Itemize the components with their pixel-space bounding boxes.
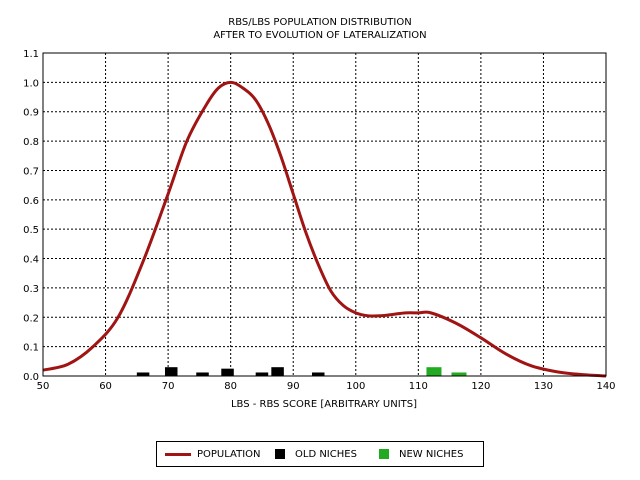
old-niche-bar bbox=[271, 367, 284, 376]
old-niche-bar bbox=[164, 367, 178, 376]
legend-label-population: POPULATION bbox=[197, 448, 261, 460]
legend-swatch-old-niches bbox=[275, 449, 285, 459]
y-tick-label: 1.1 bbox=[23, 49, 39, 60]
axis-ticks: 50 60 70 80 90 100 110 120 130 140 0.0 0.1 0.2 0.3 0.4… bbox=[23, 49, 615, 392]
x-tick-label: 100 bbox=[346, 381, 365, 392]
y-tick-label: 0.4 bbox=[23, 255, 39, 266]
legend-label-new-niches: NEW NICHES bbox=[399, 448, 464, 460]
y-tick-label: 0.9 bbox=[23, 108, 39, 119]
y-tick-label: 0.7 bbox=[23, 166, 39, 177]
population-line bbox=[42, 80, 607, 378]
old-niche-bar bbox=[221, 368, 234, 376]
x-tick-label: 130 bbox=[534, 381, 553, 392]
legend-swatch-new-niches bbox=[379, 449, 389, 459]
y-tick-label: 0.0 bbox=[23, 372, 39, 383]
grid bbox=[43, 53, 606, 376]
y-tick-label: 0.5 bbox=[23, 225, 39, 236]
y-tick-label: 0.6 bbox=[23, 196, 39, 207]
plot-frame bbox=[42, 52, 607, 377]
old-niche-bar bbox=[196, 372, 209, 376]
legend-label-old-niches: OLD NICHES bbox=[295, 448, 357, 460]
y-tick-label: 0.2 bbox=[23, 313, 39, 324]
legend-item-old-niches: OLD NICHES bbox=[275, 442, 357, 466]
old-niche-bar bbox=[255, 372, 269, 376]
y-tick-label: 1.0 bbox=[23, 78, 39, 89]
old-niche-bar bbox=[311, 372, 325, 376]
x-tick-label: 60 bbox=[99, 381, 112, 392]
x-tick-label: 80 bbox=[224, 381, 237, 392]
old-niche-bar bbox=[136, 372, 150, 376]
x-tick-label: 50 bbox=[37, 381, 50, 392]
chart-subtitle: AFTER TO EVOLUTION OF LATERALIZATION bbox=[213, 30, 426, 41]
niche-bars bbox=[136, 367, 467, 376]
x-axis-label: LBS - RBS SCORE [ARBITRARY UNITS] bbox=[231, 399, 417, 410]
new-niche-bar bbox=[451, 372, 467, 376]
legend-item-population: POPULATION bbox=[165, 442, 261, 466]
x-tick-label: 140 bbox=[596, 381, 615, 392]
x-tick-label: 110 bbox=[409, 381, 428, 392]
y-tick-label: 0.3 bbox=[23, 284, 39, 295]
x-tick-label: 90 bbox=[287, 381, 300, 392]
population-curve bbox=[42, 80, 607, 378]
x-tick-label: 70 bbox=[162, 381, 175, 392]
legend: POPULATION OLD NICHES NEW NICHES bbox=[156, 441, 484, 467]
y-tick-label: 0.8 bbox=[23, 137, 39, 148]
y-tick-label: 0.1 bbox=[23, 343, 39, 354]
new-niche-bar bbox=[426, 367, 442, 376]
chart-title: RBS/LBS POPULATION DISTRIBUTION bbox=[228, 17, 411, 28]
x-tick-label: 120 bbox=[471, 381, 490, 392]
legend-item-new-niches: NEW NICHES bbox=[379, 442, 463, 466]
legend-swatch-population bbox=[165, 452, 191, 456]
